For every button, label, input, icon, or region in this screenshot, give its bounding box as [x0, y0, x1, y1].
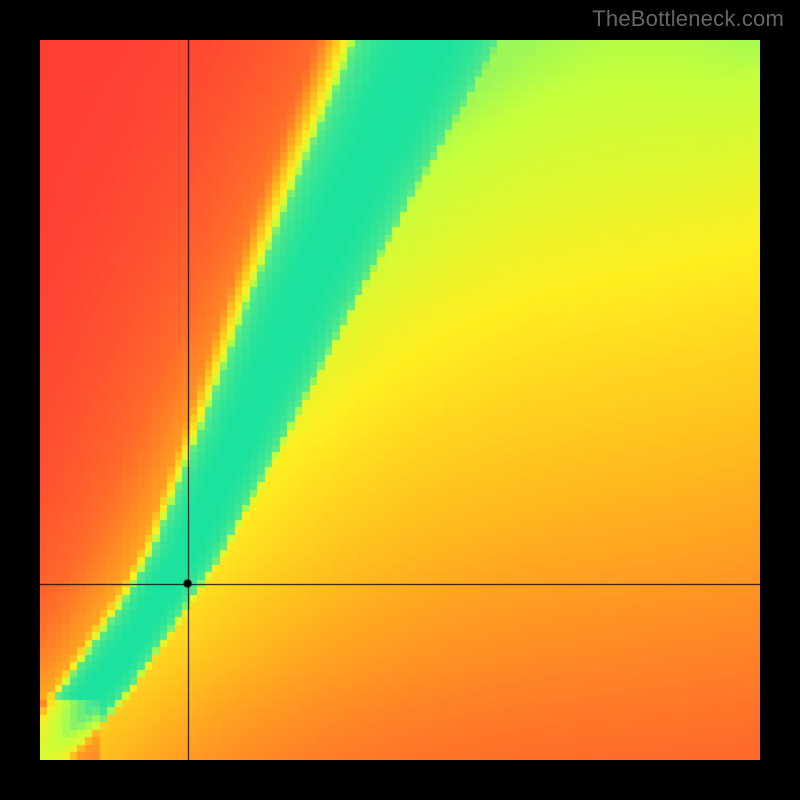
watermark-text: TheBottleneck.com: [592, 6, 784, 32]
bottleneck-heatmap: [40, 40, 760, 760]
